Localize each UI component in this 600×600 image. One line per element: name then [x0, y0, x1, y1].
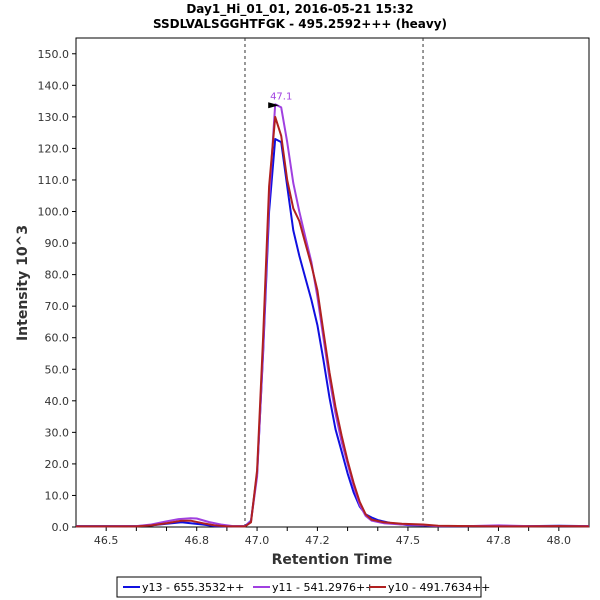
y-tick-label: 120.0 [38, 142, 70, 155]
series-lines [76, 103, 590, 528]
y-tick-label: 40.0 [45, 395, 70, 408]
x-tick-label: 46.8 [184, 534, 209, 547]
x-tick-label: 47.8 [486, 534, 511, 547]
plot-area [75, 37, 590, 528]
x-tick-label: 46.5 [94, 534, 119, 547]
y-tick-label: 130.0 [38, 111, 70, 124]
y-tick-label: 50.0 [45, 363, 70, 376]
y-tick-label: 30.0 [45, 426, 70, 439]
y-tick-label: 20.0 [45, 458, 70, 471]
chart-subtitle: SSDLVALSGGHTFGK - 495.2592+++ (heavy) [153, 17, 447, 31]
y-tick-label: 0.0 [52, 521, 70, 534]
y-tick-label: 90.0 [45, 237, 70, 250]
legend-label-2: y11 - 541.2976++ [272, 581, 374, 594]
y-tick-label: 60.0 [45, 332, 70, 345]
y-tick-label: 10.0 [45, 489, 70, 502]
x-tick-label: 47.2 [305, 534, 330, 547]
y-tick-label: 80.0 [45, 269, 70, 282]
y-tick-label: 140.0 [38, 79, 70, 92]
peak-annotation-label: 47.1 [270, 91, 292, 102]
x-tick-label: 47.0 [245, 534, 270, 547]
y-tick-label: 70.0 [45, 300, 70, 313]
y-tick-label: 110.0 [38, 174, 70, 187]
chart-title: Day1_Hi_01_01, 2016-05-21 15:32 [186, 2, 413, 17]
y-axis: 0.0 10.0 20.0 30.0 40.0 50.0 60.0 70.0 80.0 90.0 1… [38, 48, 76, 534]
x-axis-label: Retention Time [272, 552, 393, 568]
peak-marker-arrow [268, 102, 280, 109]
x-axis: 46.5 46.8 47.0 47.2 47.5 47.8 48.0 [94, 527, 571, 547]
legend-label-3: y10 - 491.7634++ [388, 581, 490, 594]
legend-box [116, 576, 482, 598]
legend: y13 - 655.3532++ y11 - 541.2976++ y10 - 49… [116, 576, 490, 598]
peak-annotation: 47.1 [268, 91, 292, 109]
x-tick-label: 47.5 [396, 534, 421, 547]
y-axis-label: Intensity 10^3 [15, 225, 31, 341]
y-tick-label: 100.0 [38, 206, 70, 219]
y-tick-label: 150.0 [38, 48, 70, 61]
legend-label-1: y13 - 655.3532++ [142, 581, 244, 594]
series-line-3 [76, 115, 590, 528]
x-tick-label: 48.0 [547, 534, 572, 547]
